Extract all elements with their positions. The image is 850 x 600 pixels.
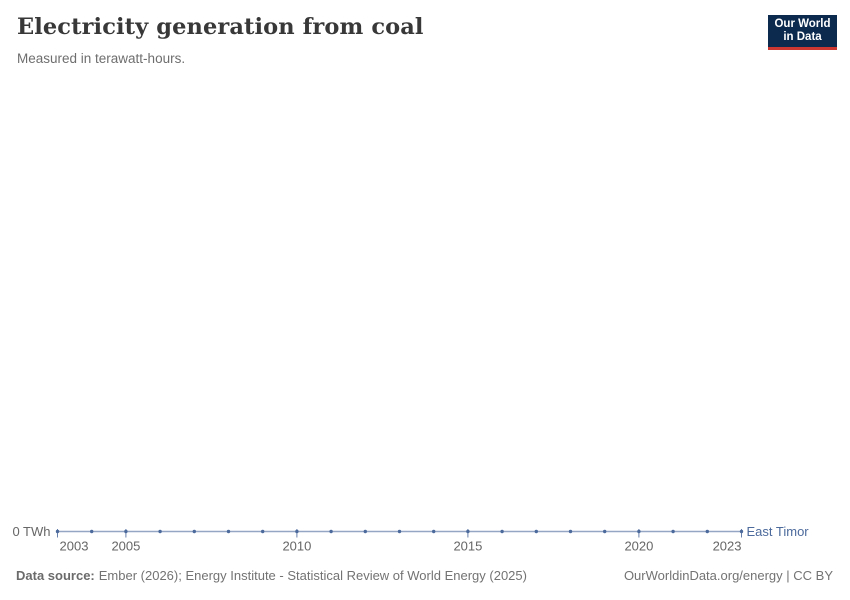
owid-logo-line2: in Data — [783, 31, 822, 43]
x-tick-label: 2003 — [60, 539, 89, 554]
data-point — [500, 529, 504, 534]
data-point — [90, 529, 94, 534]
x-tick-label: 2005 — [111, 539, 140, 554]
data-point — [637, 529, 641, 534]
data-point — [671, 529, 675, 534]
data-point — [158, 529, 162, 534]
entity-label[interactable]: East Timor — [747, 524, 810, 539]
owid-logo-line1: Our World — [774, 18, 831, 30]
chart-footer: Data source: Ember (2026); Energy Institu… — [16, 568, 833, 583]
credit-link[interactable]: OurWorldinData.org/energy | CC BY — [623, 568, 833, 583]
x-tick-label: 2015 — [453, 539, 482, 554]
data-point — [295, 529, 299, 534]
data-point — [534, 529, 538, 534]
data-point — [397, 529, 402, 534]
data-point — [603, 529, 607, 534]
data-point — [329, 529, 333, 534]
x-tick-label: 2023 — [713, 539, 742, 554]
data-point — [705, 529, 709, 534]
data-point — [226, 529, 231, 534]
data-point — [363, 529, 367, 534]
data-point — [568, 529, 573, 534]
data-point — [432, 529, 436, 534]
owid-logo[interactable]: Our World in Data — [768, 15, 837, 50]
data-point — [124, 529, 128, 534]
data-point — [739, 529, 744, 534]
data-source-note: Data source: Ember (2026); Energy Institu… — [16, 568, 527, 583]
x-tick-label: 2020 — [624, 539, 653, 554]
data-point — [55, 529, 60, 534]
data-point — [192, 529, 196, 534]
data-source-text: Ember (2026); Energy Institute - Statist… — [98, 568, 527, 583]
x-tick-label: 2010 — [282, 539, 311, 554]
chart-subtitle: Measured in terawatt-hours. — [17, 51, 186, 66]
data-point — [261, 529, 265, 534]
y-axis-zero-label: 0 TWh — [12, 524, 50, 539]
coal-line-chart: 2003 2005 2010 2015 2020 2023 0 TWh East Timor — [12, 524, 810, 554]
page-title: Electricity generation from coal — [17, 14, 424, 40]
data-source-label: Data source: — [16, 568, 95, 583]
data-point — [466, 529, 470, 534]
